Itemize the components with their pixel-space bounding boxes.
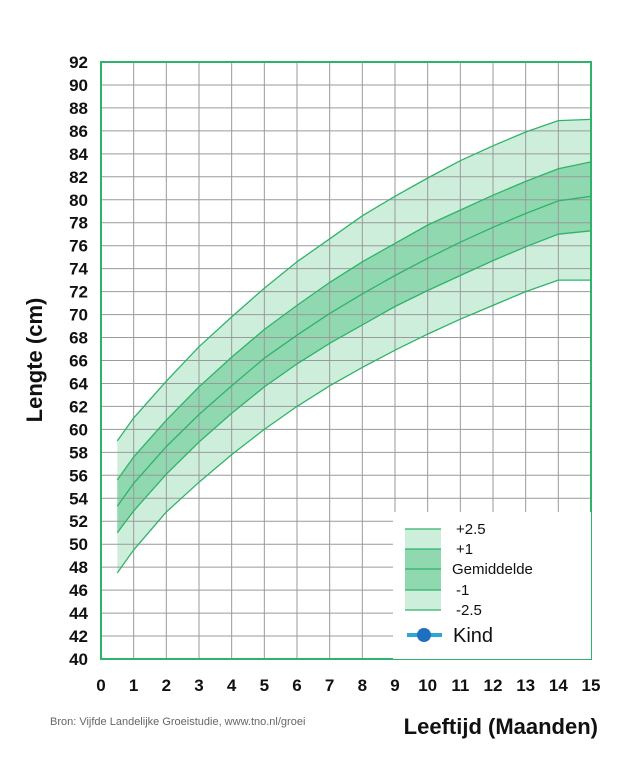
legend-label: +2.5 [456,521,486,538]
y-tick-label: 78 [69,214,88,233]
x-tick-label: 6 [292,676,301,695]
x-tick-label: 2 [162,676,171,695]
legend-label: +1 [456,541,473,558]
x-tick-label: 9 [390,676,399,695]
source-note: Bron: Vijfde Landelijke Groeistudie, www… [50,716,306,728]
y-axis-label: Lengte (cm) [22,298,47,423]
y-tick-label: 86 [69,122,88,141]
y-tick-label: 90 [69,76,88,95]
x-tick-label: 3 [194,676,203,695]
y-tick-label: 72 [69,283,88,302]
y-tick-label: 82 [69,168,88,187]
y-tick-label: 64 [69,374,88,393]
y-tick-label: 60 [69,420,88,439]
y-tick-label: 48 [69,558,88,577]
legend-label: -2.5 [456,602,482,619]
y-tick-label: 80 [69,191,88,210]
y-tick-label: 40 [69,650,88,669]
y-tick-label: 52 [69,512,88,531]
y-tick-label: 42 [69,627,88,646]
y-tick-label: 66 [69,352,88,371]
series-line-4 [116,279,591,574]
series-line-1 [116,161,592,481]
series-line-2 [116,195,592,507]
y-tick-label: 74 [69,260,88,279]
x-tick-label: 8 [358,676,367,695]
legend: +2.5 +1 Gemiddelde -1 -2.5 Kind [393,512,591,659]
legend-swatch [405,529,441,549]
x-tick-label: 0 [96,676,105,695]
x-tick-label: 1 [129,676,138,695]
plot-frame [100,61,592,660]
x-tick-labels: 0 1 2 3 4 5 6 7 8 9 10 11 12 13 14 15 [96,676,600,695]
legend-kind-marker [417,628,431,642]
x-tick-label: 13 [516,676,535,695]
y-tick-label: 76 [69,237,88,256]
x-tick-label: 7 [325,676,334,695]
series-line-3 [116,230,592,534]
y-tick-labels: 40 42 44 46 48 50 52 54 56 58 60 62 64 66 68 70 72 74 76 78… [69,53,88,669]
y-tick-label: 50 [69,535,88,554]
band-inner [117,161,592,533]
y-tick-label: 54 [69,489,88,508]
y-tick-label: 62 [69,397,88,416]
x-tick-label: 14 [549,676,568,695]
x-tick-label: 12 [484,676,503,695]
percentile-bands [117,119,592,573]
x-tick-label: 15 [582,676,601,695]
y-tick-label: 84 [69,145,88,164]
x-tick-label: 4 [227,676,237,695]
legend-label: Gemiddelde [452,561,533,578]
y-tick-label: 44 [69,604,88,623]
x-tick-label: 5 [260,676,269,695]
y-tick-label: 70 [69,306,88,325]
y-tick-label: 68 [69,329,88,348]
y-tick-label: 56 [69,466,88,485]
y-tick-label: 58 [69,443,88,462]
y-tick-label: 88 [69,99,88,118]
y-tick-label: 46 [69,581,88,600]
x-tick-label: 10 [418,676,437,695]
legend-swatch [405,590,441,610]
x-axis-label: Leeftijd (Maanden) [404,714,598,739]
legend-kind-label: Kind [453,625,493,647]
x-tick-label: 11 [451,676,469,695]
y-tick-label: 92 [69,53,88,72]
series-line-0 [116,118,592,442]
legend-label: -1 [456,582,469,599]
percentile-lines [116,118,592,574]
